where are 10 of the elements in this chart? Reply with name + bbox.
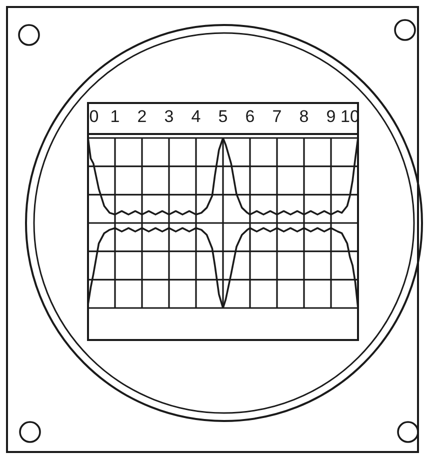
x-tick-label: 1 bbox=[110, 107, 120, 126]
x-tick-label: 5 bbox=[218, 107, 228, 126]
x-tick-label: 9 bbox=[326, 107, 336, 126]
x-tick-label: 7 bbox=[272, 107, 282, 126]
x-tick-label: 4 bbox=[191, 107, 201, 126]
x-tick-label: 2 bbox=[137, 107, 147, 126]
x-tick-label: 8 bbox=[299, 107, 309, 126]
x-tick-label: 6 bbox=[245, 107, 255, 126]
x-tick-label: 3 bbox=[164, 107, 174, 126]
x-tick-label: 0 bbox=[89, 107, 99, 126]
